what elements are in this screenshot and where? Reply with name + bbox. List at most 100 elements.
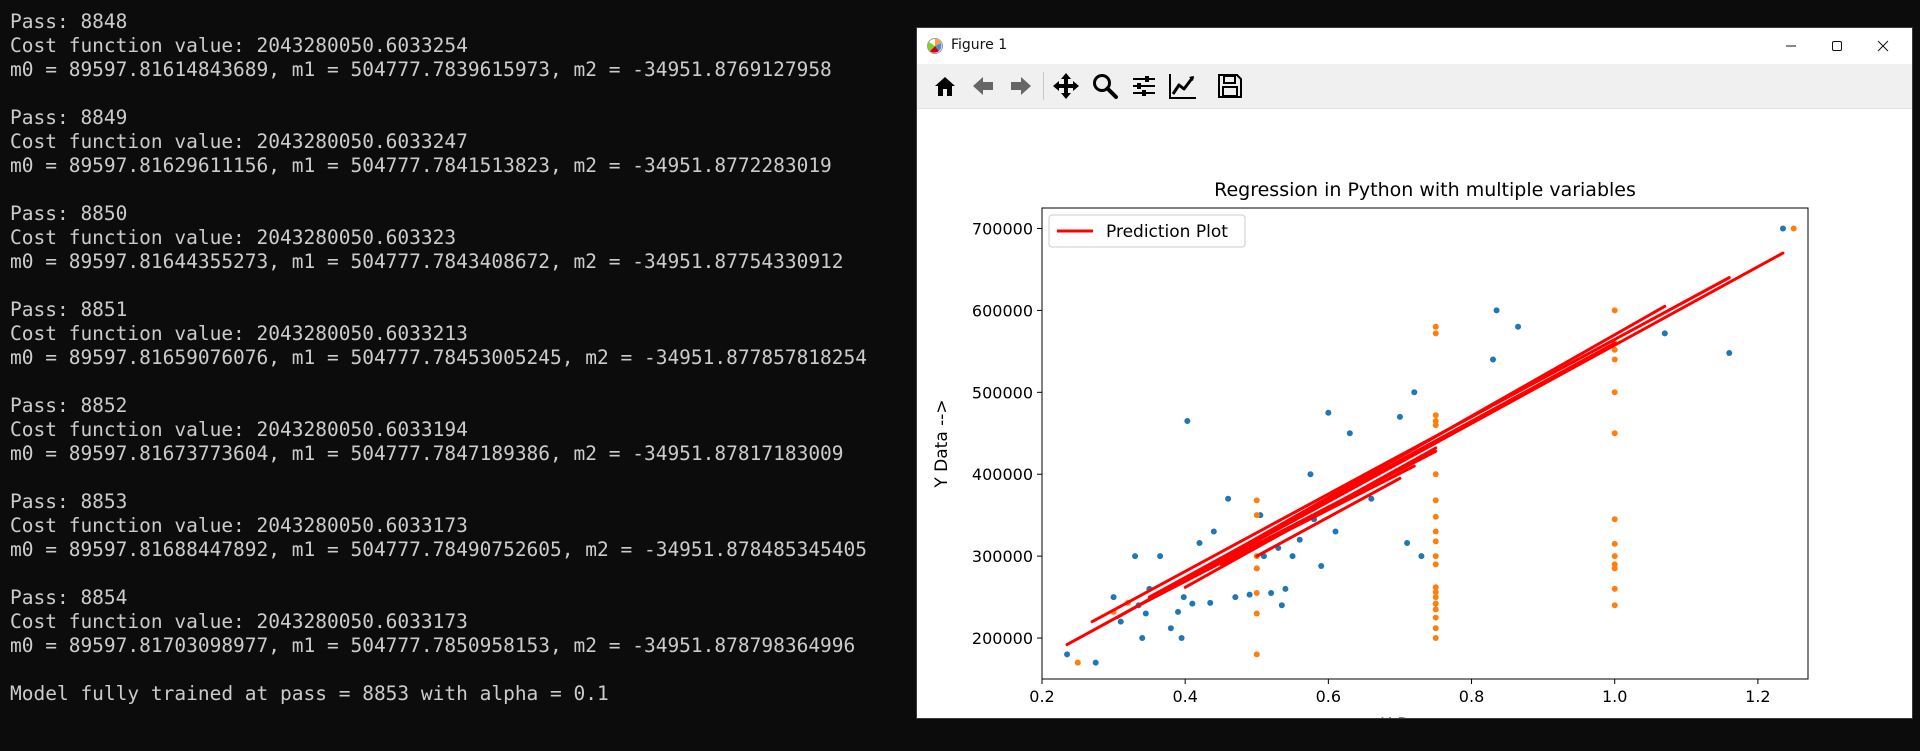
cost-line: Cost function value: 2043280050.6033247 bbox=[10, 130, 468, 153]
blank-line bbox=[10, 82, 910, 106]
scatter-point bbox=[1611, 561, 1618, 568]
scatter-point bbox=[1282, 585, 1289, 592]
scatter-point bbox=[1307, 471, 1314, 478]
scatter-point bbox=[1432, 589, 1439, 596]
prediction-line bbox=[1219, 464, 1416, 566]
legend-box bbox=[1048, 214, 1246, 248]
edit-axis-button[interactable] bbox=[1167, 70, 1199, 102]
scatter-point bbox=[1110, 594, 1117, 601]
save-button[interactable] bbox=[1214, 70, 1246, 102]
scatter-point bbox=[1661, 330, 1668, 337]
window-title: Figure 1 bbox=[951, 37, 1008, 53]
scatter-point bbox=[1432, 538, 1439, 545]
pass-line: Pass: 8853 bbox=[10, 490, 128, 513]
scatter-point bbox=[1178, 635, 1185, 642]
scatter-point bbox=[1611, 540, 1618, 547]
scatter-point bbox=[1225, 495, 1232, 502]
pass-line: Pass: 8848 bbox=[10, 10, 128, 33]
console-output: Pass: 8848 Cost function value: 204328005… bbox=[10, 10, 910, 706]
close-icon bbox=[1877, 40, 1889, 52]
scatter-point bbox=[1432, 412, 1439, 419]
scatter-point bbox=[1432, 323, 1439, 330]
scatter-point bbox=[1253, 651, 1260, 658]
scatter-point bbox=[1515, 323, 1522, 330]
close-button[interactable] bbox=[1860, 28, 1906, 64]
scatter-point bbox=[1207, 599, 1214, 606]
minimize-button[interactable] bbox=[1768, 28, 1814, 64]
params-line: m0 = 89597.81614843689, m1 = 504777.7839… bbox=[10, 58, 832, 81]
scatter-point bbox=[1184, 417, 1191, 424]
home-button[interactable] bbox=[929, 70, 961, 102]
scatter-point bbox=[1611, 356, 1618, 363]
scatter-point bbox=[1611, 346, 1618, 353]
scatter-point bbox=[1432, 614, 1439, 621]
scatter-point bbox=[1157, 553, 1164, 560]
prediction-line bbox=[1147, 341, 1617, 599]
cost-line: Cost function value: 2043280050.6033213 bbox=[10, 322, 468, 345]
final-message: Model fully trained at pass = 8853 with … bbox=[10, 682, 609, 705]
scatter-point bbox=[1490, 356, 1497, 363]
maximize-button[interactable] bbox=[1814, 28, 1860, 64]
back-arrow-icon bbox=[973, 77, 993, 95]
home-icon bbox=[935, 77, 955, 96]
scatter-point bbox=[1432, 513, 1439, 520]
params-line: m0 = 89597.81703098977, m1 = 504777.7850… bbox=[10, 634, 856, 657]
toolbar bbox=[917, 64, 1912, 109]
back-button[interactable] bbox=[967, 70, 999, 102]
scatter-point bbox=[1432, 561, 1439, 568]
y-tick-label: 400000 bbox=[972, 465, 1033, 484]
pan-button[interactable] bbox=[1050, 70, 1082, 102]
blank-line bbox=[10, 370, 910, 394]
cost-line: Cost function value: 2043280050.6033173 bbox=[10, 514, 468, 537]
params-line: m0 = 89597.81673773604, m1 = 504777.7847… bbox=[10, 442, 844, 465]
scatter-point bbox=[1779, 225, 1786, 232]
scatter-point bbox=[1432, 330, 1439, 337]
scatter-point bbox=[1432, 417, 1439, 424]
configure-subplots-icon bbox=[1133, 76, 1155, 96]
zoom-button[interactable] bbox=[1089, 70, 1121, 102]
forward-arrow-icon bbox=[1011, 77, 1031, 95]
scatter-point bbox=[1289, 553, 1296, 560]
scatter-point bbox=[1611, 430, 1618, 437]
scatter-point bbox=[1432, 584, 1439, 591]
pass-line: Pass: 8850 bbox=[10, 202, 128, 225]
forward-button[interactable] bbox=[1005, 70, 1037, 102]
blank-line bbox=[10, 562, 910, 586]
scatter-point bbox=[1139, 635, 1146, 642]
scatter-point bbox=[1404, 540, 1411, 547]
pass-line: Pass: 8851 bbox=[10, 298, 128, 321]
figure-canvas[interactable]: Regression in Python with multiple varia… bbox=[917, 109, 1912, 718]
y-tick-label: 200000 bbox=[972, 629, 1033, 648]
scatter-point bbox=[1167, 625, 1174, 632]
save-figure-icon bbox=[1218, 74, 1242, 98]
plot-frame bbox=[1041, 207, 1809, 680]
scatter-point bbox=[1253, 497, 1260, 504]
scatter-point bbox=[1611, 553, 1618, 560]
scatter-point bbox=[1296, 536, 1303, 543]
matplotlib-icon bbox=[927, 38, 943, 54]
scatter-point bbox=[1232, 594, 1239, 601]
title-bar[interactable]: Figure 1 bbox=[917, 28, 1912, 64]
scatter-point bbox=[1253, 565, 1260, 572]
scatter-point bbox=[1132, 553, 1139, 560]
scatter-point bbox=[1092, 659, 1099, 666]
y-tick-label: 600000 bbox=[972, 301, 1033, 320]
configure-subplots-button[interactable] bbox=[1128, 70, 1160, 102]
y-tick-label: 500000 bbox=[972, 383, 1033, 402]
chart-title: Regression in Python with multiple varia… bbox=[1214, 179, 1636, 201]
pass-line: Pass: 8849 bbox=[10, 106, 128, 129]
scatter-point bbox=[1318, 562, 1325, 569]
x-tick-label: 1.2 bbox=[1745, 687, 1770, 706]
scatter-point bbox=[1611, 516, 1618, 523]
x-axis-label: X Data --> bbox=[1380, 715, 1470, 718]
cost-line: Cost function value: 2043280050.603323 bbox=[10, 226, 457, 249]
scatter-point bbox=[1117, 618, 1124, 625]
toolbar-separator bbox=[1043, 72, 1044, 100]
scatter-point bbox=[1726, 349, 1733, 356]
scatter-point bbox=[1246, 591, 1253, 598]
cost-line: Cost function value: 2043280050.6033173 bbox=[10, 610, 468, 633]
scatter-point bbox=[1368, 495, 1375, 502]
pass-line: Pass: 8854 bbox=[10, 586, 128, 609]
scatter-point bbox=[1064, 651, 1071, 658]
scatter-point bbox=[1611, 585, 1618, 592]
